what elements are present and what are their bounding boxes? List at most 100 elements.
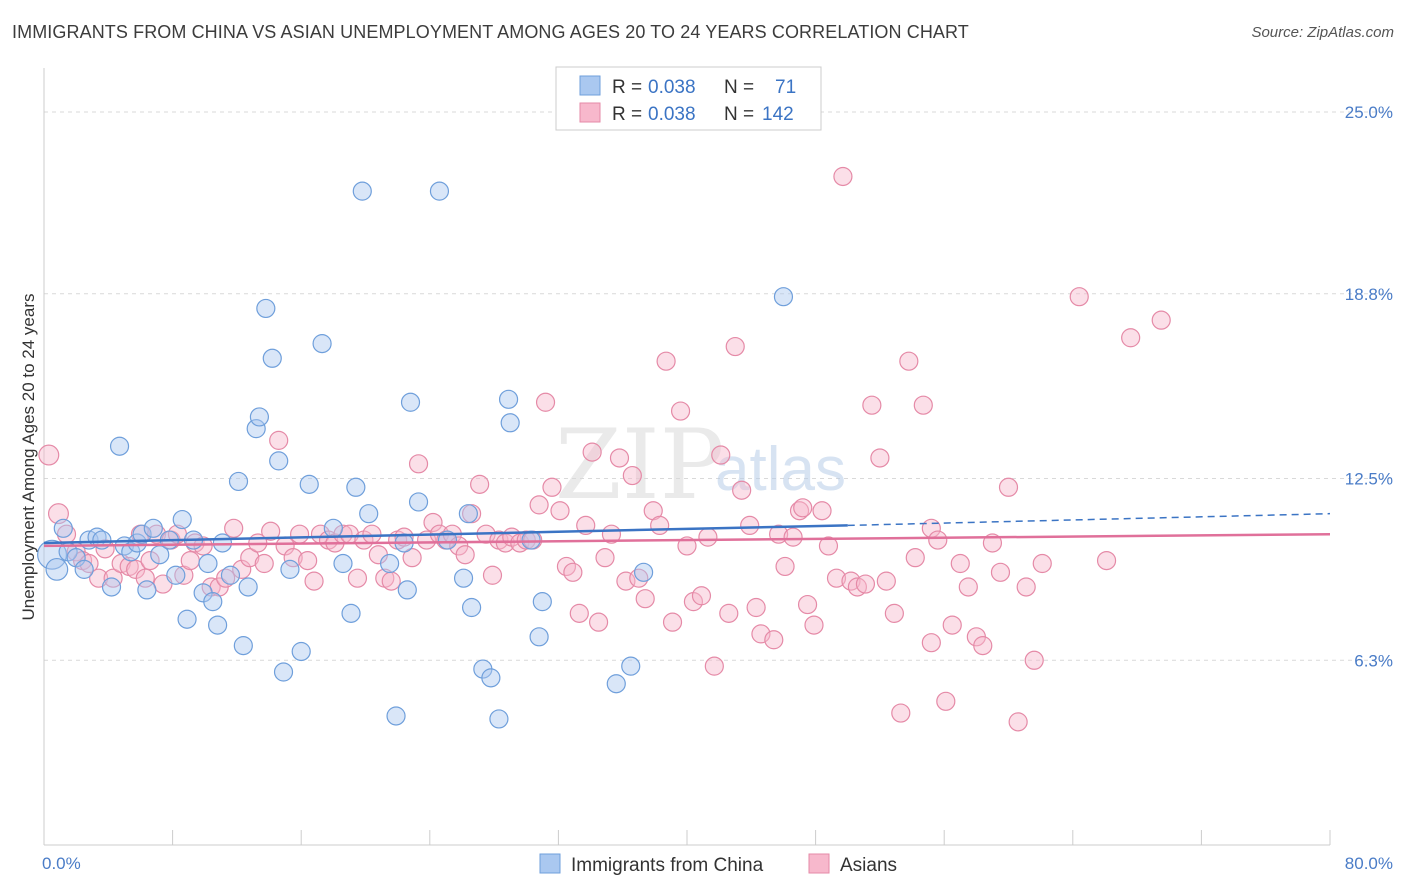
china-point <box>380 553 400 574</box>
china-point <box>262 348 282 368</box>
asian-point <box>529 495 549 515</box>
china-point <box>208 615 228 635</box>
legend-china-r-label: R = <box>612 77 642 98</box>
asian-point <box>789 501 810 521</box>
china-point <box>198 553 218 574</box>
asian-point <box>563 562 583 582</box>
china-point <box>74 559 94 579</box>
asian-point <box>740 515 760 536</box>
asian-point <box>535 392 556 412</box>
china-point <box>773 287 794 307</box>
asian-point <box>298 550 318 571</box>
legend-china-n-label: N = <box>724 77 754 98</box>
asian-point <box>595 548 615 568</box>
asian-point <box>662 612 683 632</box>
china-point <box>453 568 474 588</box>
asian-point <box>193 536 213 556</box>
x-tick-label-max: 80.0% <box>1345 854 1393 873</box>
china-point <box>269 451 289 471</box>
legend-swatch-china <box>579 75 601 96</box>
legend-asian-n-value: 142 <box>762 104 794 125</box>
china-point <box>529 627 549 647</box>
asian-point <box>1096 550 1117 571</box>
asian-point <box>775 556 795 577</box>
asian-point <box>942 615 962 635</box>
asian-point <box>180 550 200 571</box>
y-tick-label: 12.5% <box>1345 469 1393 488</box>
asian-point <box>711 445 731 465</box>
asian-point <box>622 465 642 486</box>
asian-point <box>973 636 993 656</box>
asian-point <box>950 553 970 574</box>
china-point <box>299 474 319 494</box>
china-trend-extension <box>847 512 1331 527</box>
asian-point <box>362 524 382 544</box>
china-point <box>458 504 478 524</box>
asian-point <box>899 351 919 371</box>
china-point <box>132 524 152 544</box>
asian-point <box>670 401 691 421</box>
asian-point <box>833 166 853 187</box>
y-tick-label: 6.3% <box>1354 651 1393 670</box>
asian-point <box>921 633 941 653</box>
chart-title: IMMIGRANTS FROM CHINA VS ASIAN UNEMPLOYM… <box>12 22 969 42</box>
asian-point <box>783 527 803 547</box>
china-point <box>429 181 450 201</box>
asian-point <box>423 512 443 533</box>
asian-point <box>1008 712 1028 732</box>
stats-legend: R = 0.038 N = 71 R = 0.038 N = 142 <box>555 66 822 131</box>
watermark-atlas: atlas <box>715 435 846 504</box>
asian-trend-line <box>43 532 1331 548</box>
asian-point <box>224 518 244 538</box>
asian-point <box>891 703 911 723</box>
asian-point <box>402 548 422 568</box>
watermark-zip: ZIP <box>555 409 724 521</box>
china-point <box>352 181 372 201</box>
asian-point <box>855 574 876 594</box>
asian-point <box>998 477 1019 497</box>
asian-point <box>725 336 745 357</box>
asian-point <box>1024 650 1044 670</box>
asian-point <box>304 571 324 591</box>
asian-point <box>698 527 718 547</box>
china-point <box>489 709 509 729</box>
china-point <box>273 662 294 682</box>
asian-point <box>140 550 160 571</box>
china-point <box>45 557 69 581</box>
y-tick-labels: 6.3% 12.5% 18.8% 25.0% <box>1345 103 1393 670</box>
legend-asian-r-label: R = <box>612 104 642 125</box>
bottom-legend-asian: Asians <box>840 855 897 876</box>
asian-point <box>269 430 289 450</box>
asian-point <box>635 589 655 609</box>
asian-point <box>261 521 281 541</box>
china-point <box>461 597 482 618</box>
legend-swatch-asian <box>579 102 601 123</box>
china-point <box>359 504 379 524</box>
asian-point <box>812 501 832 521</box>
asian-point <box>289 524 310 544</box>
asian-point <box>542 477 562 497</box>
bottom-legend-swatch-china <box>539 853 561 874</box>
asian-point <box>990 562 1011 582</box>
china-point <box>521 530 541 550</box>
asian-point <box>1032 553 1052 574</box>
asian-point <box>862 395 882 415</box>
asian-point <box>719 603 739 623</box>
china-point <box>256 298 276 319</box>
asian-point <box>650 515 670 536</box>
asian-point <box>936 691 956 711</box>
legend-asian-n-label: N = <box>724 104 754 125</box>
asian-point <box>656 351 676 371</box>
asian-point <box>482 565 503 585</box>
y-axis-label: Unemployment Among Ages 20 to 24 years <box>19 294 38 621</box>
china-point <box>291 641 311 662</box>
asian-point <box>793 498 813 518</box>
china-point <box>137 580 157 600</box>
china-point <box>101 577 122 597</box>
asian-point <box>870 448 890 468</box>
asian-point <box>704 656 724 676</box>
asian-point <box>408 454 429 474</box>
asian-point <box>1016 577 1036 597</box>
asian-point <box>764 630 784 650</box>
